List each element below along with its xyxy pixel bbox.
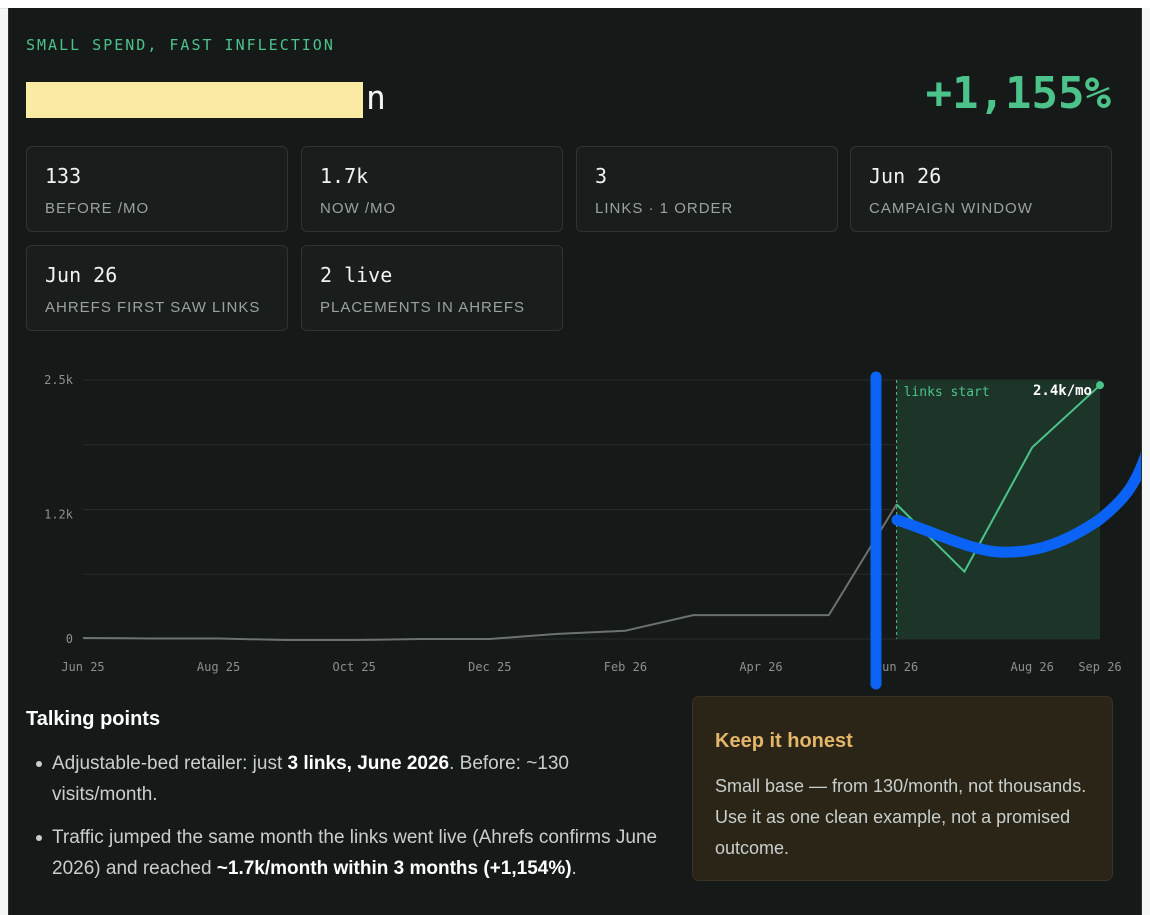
case-title-visible-text: n	[366, 78, 386, 117]
data-point	[1096, 381, 1104, 390]
callout-title: Keep it honest	[715, 730, 853, 752]
case-title: n	[26, 76, 386, 120]
y-axis-ticks: 0 1.2k 2.5k	[44, 373, 74, 646]
talking-points-heading: Talking points	[26, 708, 161, 730]
x-tick-label: Jun 26	[875, 660, 918, 674]
y-tick-label: 1.2k	[44, 508, 74, 522]
x-tick-label: Dec 25	[468, 660, 511, 674]
x-tick-label: Jun 25	[61, 660, 104, 674]
stat-value: 133	[45, 164, 82, 188]
series-line-before	[82, 503, 898, 642]
links-start-label: links start	[904, 385, 990, 400]
x-tick-label: Aug 25	[197, 660, 240, 674]
case-study-card: SMALL SPEND, FAST INFLECTION n +1,155% 1…	[8, 8, 1142, 915]
stat-value: Jun 26	[869, 164, 942, 188]
stat-value: 3	[595, 164, 608, 188]
stat-placements: 2 live PLACEMENTS IN AHREFS	[301, 245, 563, 331]
y-tick-label: 0	[66, 632, 73, 646]
y-tick-label: 2.5k	[44, 373, 74, 387]
x-tick-label: Aug 26	[1011, 660, 1054, 674]
keep-it-honest-callout: Keep it honest Small base — from 130/mon…	[692, 696, 1113, 881]
stat-before: 133 BEFORE /MO	[26, 146, 288, 232]
x-tick-label: Apr 26	[739, 660, 782, 674]
stat-value: 1.7k	[320, 164, 369, 188]
end-value-label: 2.4k/mo	[1033, 383, 1092, 399]
pen-curve-stroke	[891, 451, 1141, 558]
background-right-strip	[1142, 8, 1150, 915]
stat-ahrefs-first-saw: Jun 26 AHREFS FIRST SAW LINKS	[26, 245, 288, 331]
list-item: Adjustable-bed retailer: just 3 links, J…	[26, 748, 666, 810]
stat-label: CAMPAIGN WINDOW	[869, 200, 1033, 217]
stat-links: 3 LINKS · 1 ORDER	[576, 146, 838, 232]
x-tick-label: Feb 26	[604, 660, 647, 674]
stat-label: AHREFS FIRST SAW LINKS	[45, 299, 261, 316]
x-axis-ticks: Jun 25 Aug 25 Oct 25 Dec 25 Feb 26 Apr 26 Jun …	[61, 660, 1121, 674]
x-tick-label: Oct 25	[333, 660, 376, 674]
stat-label: NOW /MO	[320, 200, 397, 217]
redaction-box	[26, 82, 363, 118]
list-item: Traffic jumped the same month the links …	[26, 822, 666, 884]
stat-label: PLACEMENTS IN AHREFS	[320, 299, 526, 316]
stat-label: LINKS · 1 ORDER	[595, 200, 734, 217]
eyebrow-label: SMALL SPEND, FAST INFLECTION	[26, 36, 335, 54]
x-tick-label: Sep 26	[1078, 660, 1121, 674]
talking-points-list: Adjustable-bed retailer: just 3 links, J…	[26, 748, 666, 896]
traffic-chart: links start 2.4k/mo 0 1.2k 2.5k Jun 25 Aug …	[44, 371, 1141, 690]
headline-change: +1,155%	[925, 68, 1111, 119]
stat-now: 1.7k NOW /MO	[301, 146, 563, 232]
stat-campaign-window: Jun 26 CAMPAIGN WINDOW	[850, 146, 1112, 232]
stat-label: BEFORE /MO	[45, 200, 150, 217]
stat-value: 2 live	[320, 263, 393, 287]
callout-body: Small base — from 130/month, not thousan…	[715, 776, 1087, 858]
stat-value: Jun 26	[45, 263, 118, 287]
series-points	[1096, 381, 1104, 390]
